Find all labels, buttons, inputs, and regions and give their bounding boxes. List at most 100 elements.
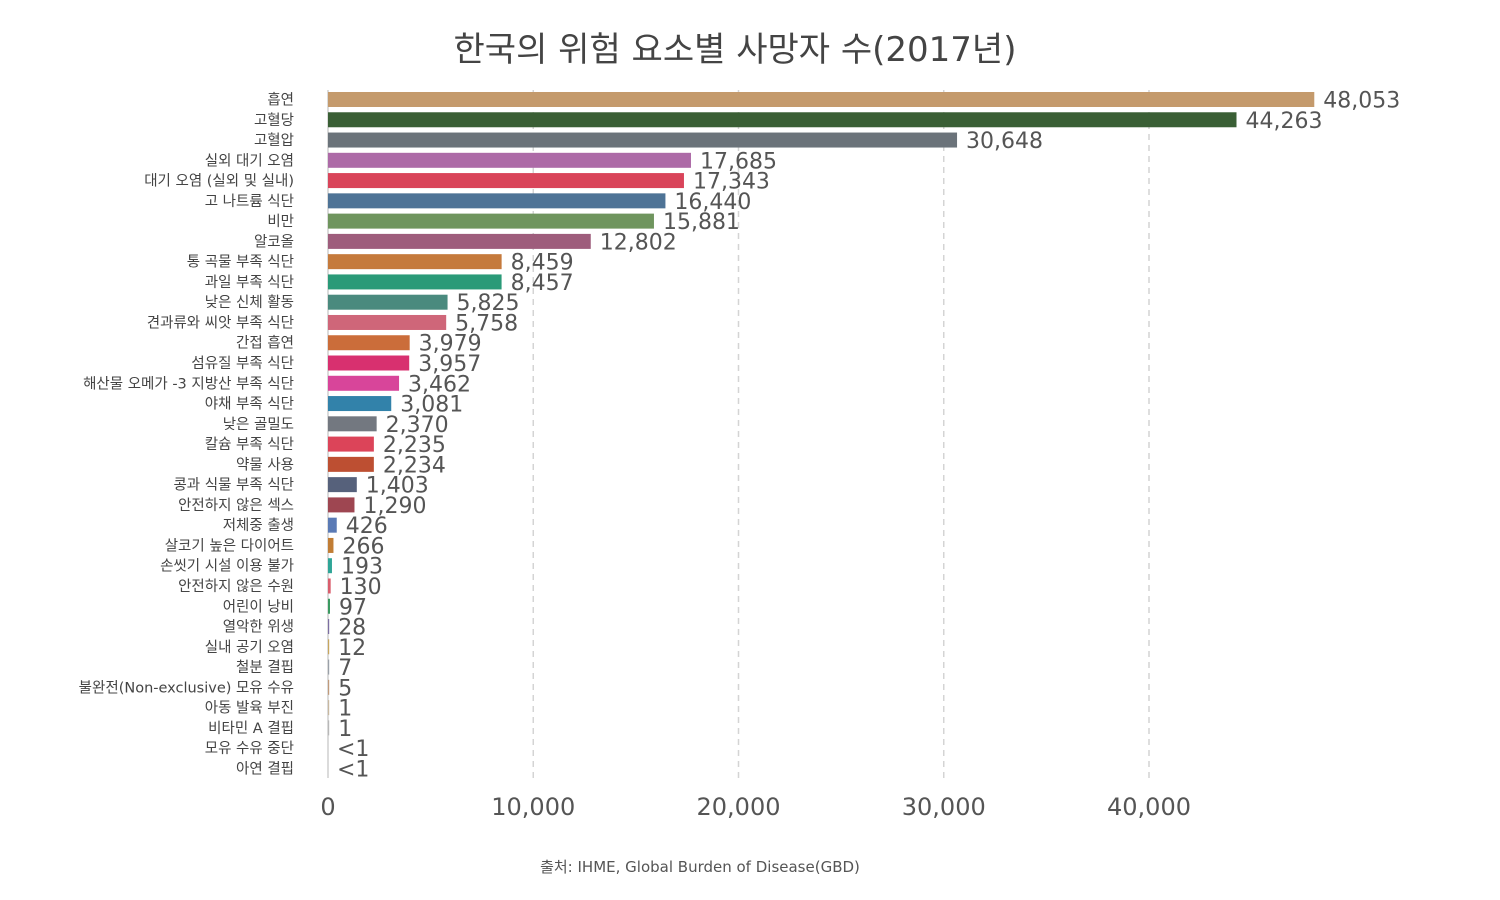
value-label: 5,825 [457, 291, 520, 316]
value-label: 48,053 [1323, 89, 1400, 114]
bar [328, 578, 331, 594]
category-label: 약물 사용 [236, 456, 294, 473]
category-label: 고 나트륨 식단 [205, 193, 294, 210]
value-label: 1,290 [363, 494, 426, 519]
value-label: 1,403 [366, 474, 429, 499]
category-label: 야채 부족 식단 [205, 396, 294, 413]
value-label: 3,081 [400, 393, 463, 418]
value-label: 2,234 [383, 453, 446, 478]
bar [328, 355, 410, 371]
x-tick-label: 30,000 [902, 793, 986, 821]
bar [328, 619, 330, 635]
category-label: 고혈당 [254, 112, 294, 129]
bar [328, 436, 374, 452]
category-label: 알코올 [254, 233, 294, 250]
value-label: 1 [338, 717, 352, 742]
bar [328, 213, 654, 229]
value-labels: 48,05344,26330,64817,68517,34316,44015,8… [337, 89, 1400, 783]
x-tick-label: 40,000 [1107, 793, 1191, 821]
bar [328, 679, 330, 695]
category-label: 안전하지 않은 섹스 [178, 497, 294, 514]
value-label: 426 [346, 514, 388, 539]
bar [328, 477, 357, 493]
bar [328, 396, 392, 412]
bar [328, 173, 684, 189]
value-label: 7 [338, 656, 352, 681]
chart-title: 한국의 위험 요소별 사망자 수(2017년) [453, 30, 1017, 70]
bar [328, 294, 448, 310]
category-label: 손씻기 시설 이용 불가 [160, 558, 294, 575]
bar [328, 639, 330, 655]
bar [328, 517, 337, 533]
bar [328, 132, 958, 148]
bar [328, 537, 334, 553]
value-label: 12 [338, 636, 366, 661]
category-label: 어린이 낭비 [223, 598, 294, 615]
category-label: 콩과 식물 부족 식단 [173, 477, 294, 494]
category-label: 비만 [267, 213, 294, 230]
category-label: 아동 발육 부진 [205, 700, 294, 717]
bar [328, 233, 591, 249]
value-label: 17,343 [693, 170, 770, 195]
category-label: 해산물 오메가 -3 지방산 부족 식단 [83, 375, 294, 392]
category-label: 낮은 골밀도 [223, 416, 294, 433]
category-label: 실외 대기 오염 [205, 152, 294, 169]
category-label: 섬유질 부족 식단 [191, 355, 294, 372]
x-tick-label: 20,000 [697, 793, 781, 821]
bar [328, 335, 410, 351]
category-label: 열악한 위생 [223, 619, 294, 636]
bar [328, 314, 447, 330]
value-label: 5 [338, 676, 352, 701]
x-axis-ticks: 0 10,000 20,000 30,000 40,000 [320, 793, 1191, 821]
source-note: 출처: IHME, Global Burden of Disease(GBD) [540, 858, 860, 876]
category-label: 칼슘 부족 식단 [205, 436, 294, 453]
category-label: 대기 오염 (실외 및 실내) [144, 173, 294, 190]
value-label: <1 [337, 737, 369, 762]
value-label: 97 [339, 595, 367, 620]
value-label: <1 [337, 757, 369, 782]
value-label: 15,881 [663, 210, 740, 235]
value-label: 266 [342, 534, 384, 559]
value-label: 3,979 [419, 332, 482, 357]
category-label: 실내 공기 오염 [205, 639, 294, 656]
value-label: 3,462 [408, 372, 471, 397]
bar [328, 456, 374, 472]
category-label: 모유 수유 중단 [205, 740, 294, 757]
value-label: 17,685 [700, 149, 777, 174]
bar [328, 598, 330, 614]
category-label: 통 곡물 부족 식단 [187, 254, 294, 271]
category-label: 불완전(Non-exclusive) 모유 수유 [79, 679, 294, 696]
bar [328, 416, 377, 432]
category-label: 고혈압 [254, 132, 294, 149]
category-label: 저체중 출생 [223, 517, 294, 534]
value-label: 5,758 [455, 311, 518, 336]
bar [328, 112, 1237, 128]
value-label: 2,370 [386, 413, 449, 438]
category-label: 비타민 A 결핍 [208, 720, 294, 737]
bar [328, 152, 691, 168]
bar [328, 659, 330, 675]
bar [328, 274, 502, 290]
bar [328, 720, 330, 736]
bar [328, 497, 355, 513]
bar [328, 193, 666, 209]
bar [328, 254, 502, 270]
category-label: 안전하지 않은 수원 [178, 578, 294, 595]
category-label: 낮은 신체 활동 [205, 294, 294, 311]
category-label: 살코기 높은 다이어트 [165, 537, 294, 554]
category-label: 철분 결핍 [236, 659, 294, 676]
bars [328, 92, 1315, 776]
bar [328, 558, 332, 574]
bar [328, 700, 330, 716]
category-label: 견과류와 씨앗 부족 식단 [147, 314, 294, 331]
value-label: 44,263 [1245, 109, 1322, 134]
category-label: 과일 부족 식단 [205, 274, 294, 291]
category-label: 간접 흡연 [236, 335, 294, 352]
value-label: 130 [340, 575, 382, 600]
value-label: 2,235 [383, 433, 446, 458]
value-label: 193 [341, 555, 383, 580]
bar [328, 375, 400, 391]
value-label: 8,457 [511, 271, 574, 296]
